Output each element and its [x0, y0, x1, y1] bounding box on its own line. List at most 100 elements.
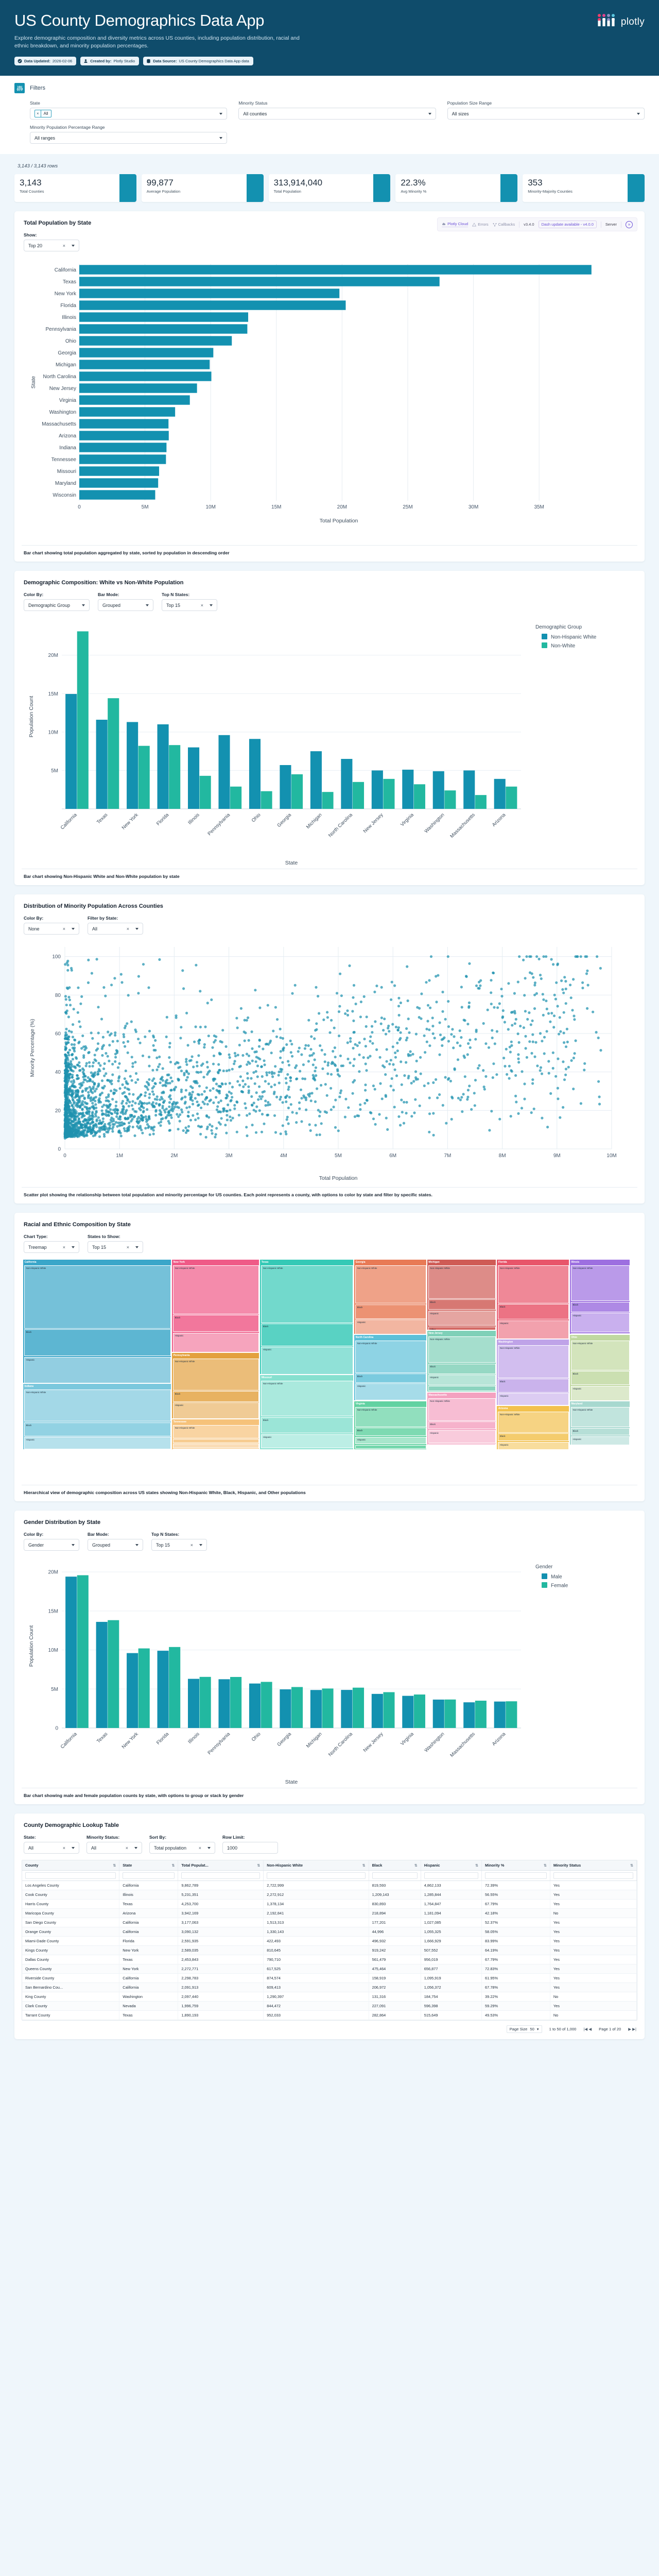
treemap-state-cell[interactable]: Ohio Non-Hispanic White Black Hispanic Other	[569, 1334, 630, 1401]
treemap-group-cell[interactable]: Black	[428, 1421, 496, 1430]
pagination-prev-arrows[interactable]: |◀ ◀	[583, 2027, 592, 2032]
table-row[interactable]: Miami-Dade County Florida 2,591,935 422,493…	[22, 1936, 637, 1946]
show-top-n-select[interactable]: Top 20 ×	[24, 240, 79, 252]
color-by-select[interactable]: Demographic Group	[24, 599, 90, 612]
chevron-down-icon[interactable]	[219, 112, 223, 115]
treemap-group-cell[interactable]: Hispanic	[428, 1430, 496, 1443]
chevron-down-icon[interactable]	[72, 1846, 75, 1849]
treemap-group-cell[interactable]: Black	[498, 1304, 569, 1320]
chevron-down-icon[interactable]	[72, 244, 75, 247]
treemap-group-cell[interactable]: Black	[24, 1329, 171, 1357]
treemap-group-cell[interactable]: Hispanic	[355, 1436, 426, 1445]
sort-icon[interactable]: ⇅	[113, 1863, 116, 1868]
gender-bar-mode-select[interactable]: Grouped	[88, 1539, 143, 1551]
table-row[interactable]: Clark County Nevada 1,996,759 844,472 227,09…	[22, 2001, 637, 2011]
page-size-control[interactable]: Page Size 50 ▾	[506, 2025, 542, 2033]
table-row[interactable]: Cook County Illinois 5,231,351 2,272,912 1,2…	[22, 1890, 637, 1900]
treemap-group-cell[interactable]: Black	[428, 1363, 496, 1374]
state-chip[interactable]: × All	[34, 110, 51, 118]
clear-icon[interactable]: ×	[125, 1845, 128, 1851]
devtools-server[interactable]: Server	[605, 222, 617, 227]
treemap-group-cell[interactable]: Hispanic	[355, 1319, 426, 1334]
treemap-group-cell[interactable]: Non-Hispanic White	[355, 1265, 426, 1304]
clear-icon[interactable]: ×	[126, 1244, 129, 1250]
gender-color-by-select[interactable]: Gender	[24, 1539, 79, 1551]
treemap-group-cell[interactable]: Hispanic	[571, 1313, 630, 1333]
table-row[interactable]: Los Angeles County California 9,862,789 2,7…	[22, 1880, 637, 1891]
treemap-group-cell[interactable]	[355, 1445, 426, 1449]
column-filter-input[interactable]	[123, 1872, 175, 1879]
table-column-filter[interactable]	[22, 1870, 120, 1882]
chevron-down-icon[interactable]	[146, 604, 149, 606]
table-row[interactable]: Harris County Texas 4,253,700 1,378,134 830,…	[22, 1899, 637, 1909]
treemap-group-cell[interactable]: Hispanic	[24, 1357, 171, 1383]
treemap-group-cell[interactable]: Hispanic	[24, 1437, 171, 1449]
table-column-header[interactable]: State ⇅	[119, 1860, 179, 1871]
treemap-group-cell[interactable]: Hispanic	[498, 1442, 569, 1449]
table-column-header[interactable]: Black ⇅	[369, 1860, 421, 1871]
table-row[interactable]: Maricopa County Arizona 3,942,169 2,192,841…	[22, 1908, 637, 1919]
treemap-group-cell[interactable]	[428, 1386, 496, 1392]
treemap-group-cell[interactable]: Non-Hispanic White	[261, 1265, 354, 1323]
treemap-group-cell[interactable]: Hispanic	[498, 1320, 569, 1338]
dash-devtools-toolbar[interactable]: Plotly Cloud Errors Callbacks v3.4.0 Das…	[437, 217, 637, 232]
table-state-select[interactable]: All ×	[24, 1842, 79, 1854]
treemap-group-cell[interactable]: Black	[355, 1374, 426, 1383]
treemap-group-cell[interactable]: Hispanic	[428, 1310, 496, 1326]
treemap-group-cell[interactable]: Non-Hispanic White	[571, 1407, 630, 1428]
table-row[interactable]: San Diego County California 3,177,063 1,513…	[22, 1918, 637, 1928]
top-n-states-select[interactable]: Top 15 ×	[162, 599, 217, 612]
treemap-state-cell[interactable]: New Jersey Non-Hispanic White Black Hispani…	[426, 1330, 497, 1393]
treemap-group-cell[interactable]: Hispanic	[571, 1385, 630, 1401]
table-row[interactable]: Riverside County California 2,298,783 874,5…	[22, 1973, 637, 1984]
chevron-down-icon[interactable]	[72, 927, 75, 930]
treemap-group-cell[interactable]: Black	[355, 1304, 426, 1319]
chevron-down-icon[interactable]	[72, 1246, 75, 1248]
plot-demographic-composition[interactable]: 5M 10M 15M 20M California Texas New York Florid…	[14, 616, 645, 869]
sort-icon[interactable]: ⇅	[171, 1863, 175, 1868]
table-column-filter[interactable]	[421, 1870, 482, 1882]
treemap-group-cell[interactable]: Non-Hispanic White	[498, 1411, 569, 1433]
sort-icon[interactable]: ⇅	[414, 1863, 418, 1868]
treemap-group-cell[interactable]: Hispanic	[173, 1332, 259, 1352]
treemap-group-cell[interactable]: Non-Hispanic White	[24, 1389, 171, 1422]
treemap-state-cell[interactable]: Illinois Non-Hispanic White Black Hispanic O…	[569, 1259, 630, 1335]
devtools-plotly-cloud[interactable]: Plotly Cloud	[442, 222, 469, 228]
table-row[interactable]: King County Washington 2,097,440 1,290,397 1…	[22, 1992, 637, 2002]
table-row[interactable]: Orange County California 3,090,132 1,330,14…	[22, 1927, 637, 1937]
treemap-group-cell[interactable]: Non-Hispanic White	[428, 1336, 496, 1363]
treemap-group-cell[interactable]: Black	[498, 1379, 569, 1393]
table-column-filter[interactable]	[550, 1870, 637, 1882]
table-column-header[interactable]: Non-Hispanic White ⇅	[263, 1860, 369, 1871]
chevron-down-icon[interactable]	[72, 1544, 75, 1546]
column-filter-input[interactable]	[372, 1872, 418, 1879]
clear-icon[interactable]: ×	[198, 1845, 201, 1851]
chevron-down-icon[interactable]	[135, 1544, 138, 1546]
table-column-filter[interactable]	[263, 1870, 369, 1882]
chevron-down-icon[interactable]	[134, 1846, 137, 1849]
sort-icon[interactable]: ⇅	[630, 1863, 633, 1868]
treemap-group-cell[interactable]: Black	[173, 1391, 259, 1402]
treemap-state-cell[interactable]: Washington Non-Hispanic White Black Hispani…	[496, 1338, 569, 1405]
minority-pct-range-select[interactable]: All ranges	[30, 132, 228, 144]
chevron-down-icon[interactable]	[210, 604, 213, 606]
chevron-down-icon[interactable]	[199, 1544, 202, 1546]
table-sort-by-select[interactable]: Total population ×	[149, 1842, 215, 1854]
plot-gender-distribution[interactable]: 0 5M 10M 15M 20M California Texas New York Flori…	[14, 1556, 645, 1788]
treemap-group-cell[interactable]: Non-Hispanic White	[498, 1265, 569, 1303]
treemap-state-cell[interactable]: California Non-Hispanic White Black Hispani…	[23, 1259, 172, 1383]
column-filter-input[interactable]	[267, 1872, 366, 1879]
population-size-select[interactable]: All sizes	[447, 108, 645, 120]
plot-minority-scatter[interactable]: 0 20 40 60 80 100 0 1M 2M 3M 4M 5M 6M 7M 8M 9M 10M Total …	[14, 940, 645, 1187]
treemap-group-cell[interactable]: Non-Hispanic White	[24, 1265, 171, 1329]
treemap-group-cell[interactable]	[173, 1439, 259, 1443]
minority-status-select[interactable]: All counties	[238, 108, 436, 120]
treemap-state-cell[interactable]: Michigan Non-Hispanic White Black Hispanic O…	[426, 1259, 497, 1330]
treemap-state-cell[interactable]: Missouri Non-Hispanic White Black Hispanic O…	[259, 1374, 354, 1450]
sort-icon[interactable]: ⇅	[362, 1863, 366, 1868]
chart-type-select[interactable]: Treemap ×	[24, 1241, 79, 1253]
clear-icon[interactable]: ×	[62, 1244, 65, 1250]
